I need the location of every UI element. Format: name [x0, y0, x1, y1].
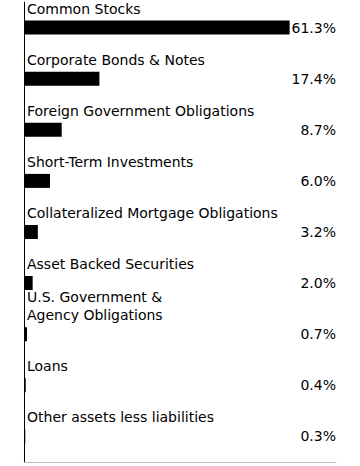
- svg-text:Asset Backed Securities: Asset Backed Securities: [27, 256, 194, 272]
- svg-text:3.2%: 3.2%: [300, 224, 336, 240]
- svg-text:U.S. Government &: U.S. Government &: [27, 289, 162, 305]
- svg-text:17.4%: 17.4%: [292, 71, 336, 87]
- svg-text:Agency Obligations: Agency Obligations: [27, 307, 163, 323]
- svg-text:Loans: Loans: [27, 358, 68, 374]
- svg-text:Common Stocks: Common Stocks: [27, 1, 141, 17]
- svg-text:Foreign Government Obligations: Foreign Government Obligations: [27, 103, 254, 119]
- svg-text:Corporate Bonds & Notes: Corporate Bonds & Notes: [27, 52, 205, 68]
- svg-text:61.3%: 61.3%: [292, 20, 336, 36]
- svg-text:6.0%: 6.0%: [300, 173, 336, 189]
- svg-text:2.0%: 2.0%: [300, 275, 336, 291]
- svg-text:Short-Term Investments: Short-Term Investments: [27, 154, 193, 170]
- svg-text:Collateralized Mortgage Obliga: Collateralized Mortgage Obligations: [27, 205, 278, 221]
- svg-text:0.7%: 0.7%: [300, 326, 336, 342]
- svg-text:0.3%: 0.3%: [300, 428, 336, 444]
- svg-text:8.7%: 8.7%: [300, 122, 336, 138]
- svg-text:0.4%: 0.4%: [300, 377, 336, 393]
- svg-text:Other assets less liabilities: Other assets less liabilities: [27, 409, 214, 425]
